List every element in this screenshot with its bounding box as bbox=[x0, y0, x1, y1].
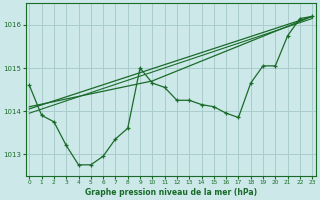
X-axis label: Graphe pression niveau de la mer (hPa): Graphe pression niveau de la mer (hPa) bbox=[85, 188, 257, 197]
